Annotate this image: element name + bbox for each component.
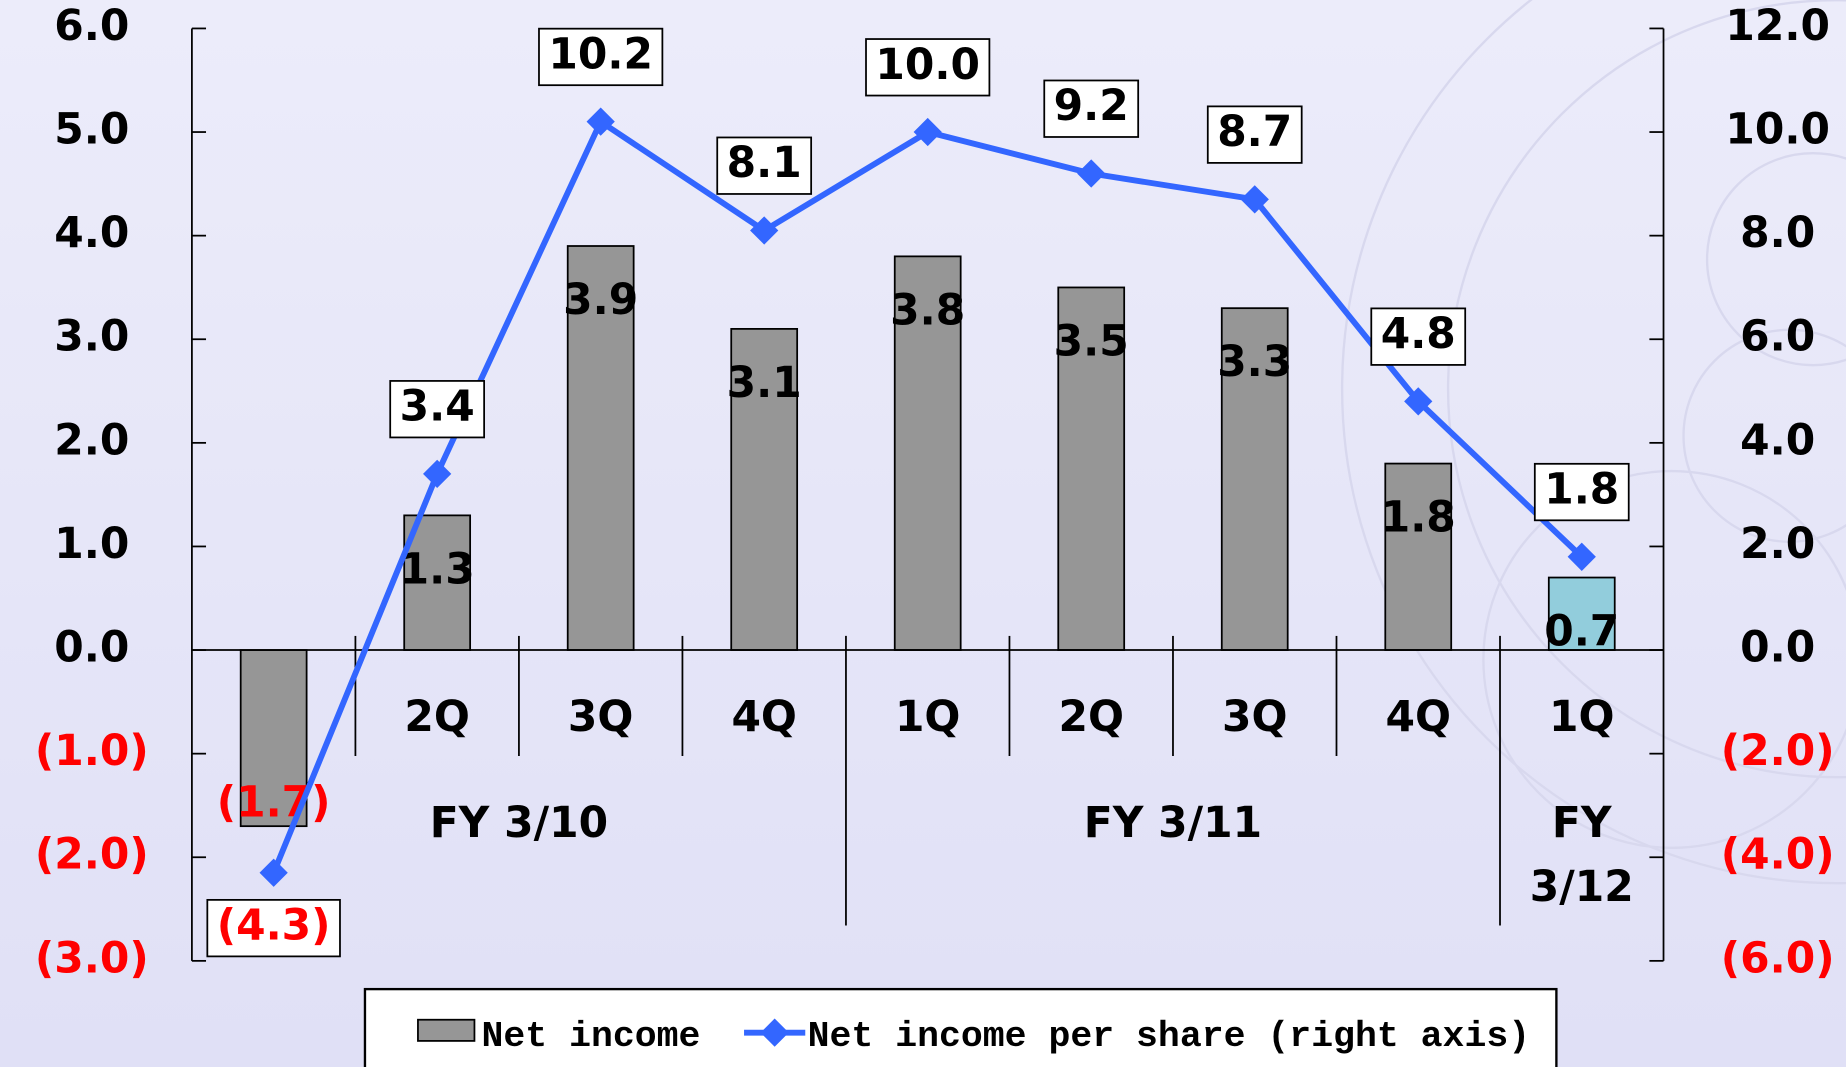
x-tick-label: 3Q (568, 692, 634, 741)
legend-label: Net income per share (right axis) (808, 1016, 1531, 1057)
y-tick-label: 1.0 (54, 519, 129, 568)
x-tick-label: 4Q (731, 692, 797, 741)
x-tick-label: 1Q (895, 692, 961, 741)
marker (1077, 159, 1105, 187)
x-tick-label: 2Q (404, 692, 470, 741)
chart: (3.0) (2.0) (1.0) 0.0 1.0 2.0 3.0 4.0 5.0 6.0 (6.0… (0, 0, 1846, 1067)
group-label: FY 3/12 (1500, 793, 1663, 920)
bar-value-label: 3.8 (890, 285, 965, 334)
bar-value-label: 3.9 (563, 275, 638, 324)
group-label-box: FY 3/12 (1500, 793, 1663, 934)
marker (423, 460, 451, 488)
line-value-label: 8.7 (1217, 107, 1292, 156)
line-value-label: 1.8 (1544, 465, 1619, 514)
y-tick-label: 2.0 (54, 415, 129, 464)
y-tick-label: 6.0 (54, 1, 129, 50)
y2-tick-label: 10.0 (1725, 105, 1830, 154)
y-tick-label: 4.0 (54, 208, 129, 257)
y2-tick-label: 2.0 (1740, 519, 1815, 568)
y2-tick-label: 8.0 (1740, 208, 1815, 257)
y-tick-label: 3.0 (54, 312, 129, 361)
bar (1385, 464, 1451, 650)
legend-label: Net income (482, 1016, 701, 1057)
x-tick-label: 1Q (1549, 692, 1615, 741)
bar-value-label: 0.7 (1544, 607, 1619, 656)
y2-tick-label: (6.0) (1721, 933, 1835, 982)
y2-tick-label: 12.0 (1725, 1, 1830, 50)
y2-tick-label: 6.0 (1740, 312, 1815, 361)
line-value-label: 8.1 (727, 138, 802, 187)
y2-tick-label: 4.0 (1740, 415, 1815, 464)
x-tick-label: 4Q (1385, 692, 1451, 741)
line-value-label: 9.2 (1054, 81, 1129, 130)
marker (914, 118, 942, 146)
legend-swatch (418, 1020, 475, 1041)
line-value-label: 10.0 (875, 40, 980, 89)
bar-value-label: 3.1 (727, 358, 802, 407)
y-tick-label: (2.0) (35, 830, 149, 879)
x-tick-label: 2Q (1058, 692, 1124, 741)
line-value-label: (4.3) (217, 901, 331, 950)
group-label-box: FY 3/11 (846, 793, 1500, 934)
line-value-label: 3.4 (400, 382, 475, 431)
y2-tick-label: 0.0 (1740, 623, 1815, 672)
bar-value-label: 1.3 (400, 544, 475, 593)
y-tick-label: (3.0) (35, 933, 149, 982)
group-label: FY 3/11 (846, 793, 1500, 857)
y2-tick-label: (4.0) (1721, 830, 1835, 879)
line-value-label: 10.2 (548, 29, 653, 78)
bar-value-label: (1.7) (217, 777, 331, 826)
y-tick-label: (1.0) (35, 726, 149, 775)
line-value-label: 4.8 (1381, 309, 1456, 358)
x-tick-label: 3Q (1222, 692, 1288, 741)
y-tick-label: 5.0 (54, 105, 129, 154)
bar-value-label: 1.8 (1381, 493, 1456, 542)
bar-value-label: 3.5 (1054, 316, 1129, 365)
page: (3.0) (2.0) (1.0) 0.0 1.0 2.0 3.0 4.0 5.0 6.0 (6.0… (0, 0, 1846, 1067)
bar-value-label: 3.3 (1217, 337, 1292, 386)
y-tick-label: 0.0 (54, 623, 129, 672)
y2-tick-label: (2.0) (1721, 726, 1835, 775)
